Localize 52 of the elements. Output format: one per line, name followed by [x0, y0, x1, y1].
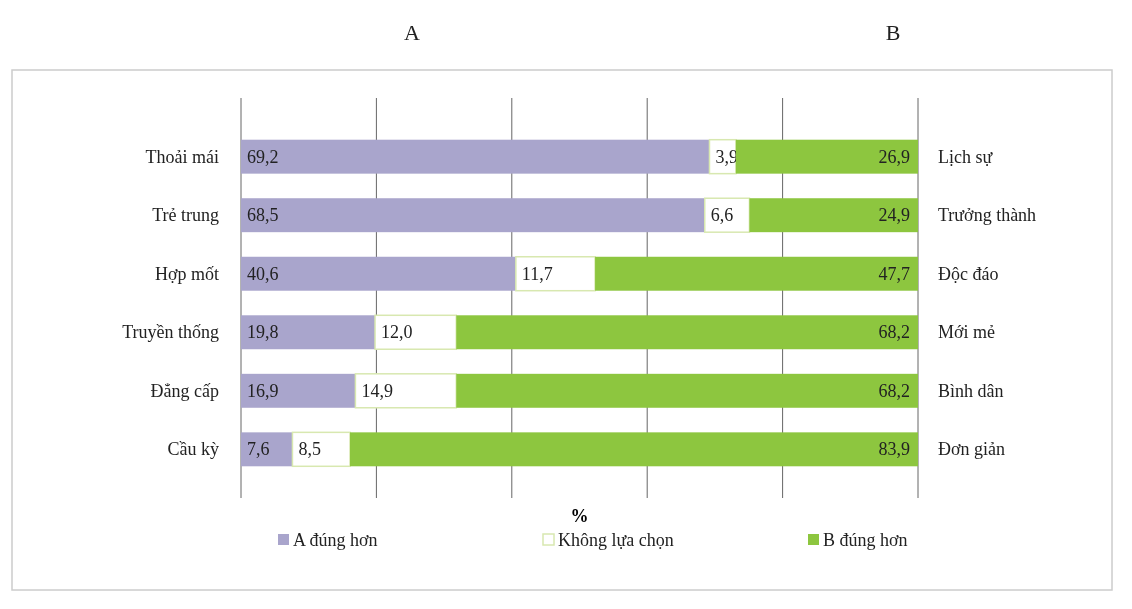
y2-tick-label: Lịch sự: [938, 146, 994, 167]
y2-tick-label: Trưởng thành: [938, 205, 1037, 226]
data-label: 68,2: [878, 322, 910, 343]
bar: [241, 139, 710, 174]
bar: [704, 197, 751, 233]
bar: [456, 315, 918, 350]
data-label: 68,2: [878, 380, 910, 401]
legend-label: Không lựa chọn: [558, 530, 674, 550]
data-label: 16,9: [247, 380, 279, 401]
y-tick-label: Cầu kỳ: [167, 439, 219, 460]
data-label: 14,9: [361, 380, 393, 401]
data-label: 83,9: [878, 439, 910, 460]
bar: [241, 432, 293, 467]
bar: [595, 256, 918, 291]
y-tick-label: Hợp mốt: [154, 263, 219, 284]
bar: [241, 198, 705, 233]
data-label: 8,5: [298, 439, 321, 460]
y-tick-label: Trẻ trung: [152, 205, 219, 226]
data-label: 69,2: [247, 146, 279, 167]
bar: [350, 432, 918, 467]
bar: [735, 139, 918, 174]
data-label: 19,8: [247, 322, 279, 343]
data-label: 11,7: [521, 263, 553, 284]
y-tick-label: Đẳng cấp: [150, 380, 219, 401]
data-label: 26,9: [878, 146, 910, 167]
y2-tick-label: Độc đáo: [938, 263, 999, 284]
bar: [291, 431, 351, 468]
y2-tick-label: Bình dân: [938, 380, 1004, 401]
bar: [354, 373, 458, 409]
y-tick-label: Truyền thống: [122, 322, 219, 343]
data-label: 7,6: [247, 439, 270, 460]
text: B: [885, 20, 901, 45]
bar: [456, 373, 918, 408]
bar: [241, 256, 516, 291]
x-axis-title: %: [570, 506, 589, 526]
bar: [515, 256, 596, 292]
bar: [374, 314, 458, 350]
data-label: 47,7: [878, 263, 910, 284]
y2-tick-label: Đơn giản: [938, 439, 1006, 460]
legend-label: A đúng hơn: [293, 530, 378, 550]
legend-label: B đúng hơn: [823, 530, 908, 550]
bar: [241, 373, 356, 408]
y-tick-label: Thoải mái: [145, 146, 219, 167]
data-label: 12,0: [381, 322, 413, 343]
y2-tick-label: Mới mẻ: [938, 322, 996, 343]
data-label: 40,6: [247, 263, 279, 284]
data-label: 68,5: [247, 205, 279, 226]
bar: [241, 315, 376, 350]
bar: [749, 198, 918, 233]
data-label: 24,9: [878, 205, 910, 226]
data-label: 6,6: [710, 205, 734, 226]
text: A: [404, 20, 421, 45]
